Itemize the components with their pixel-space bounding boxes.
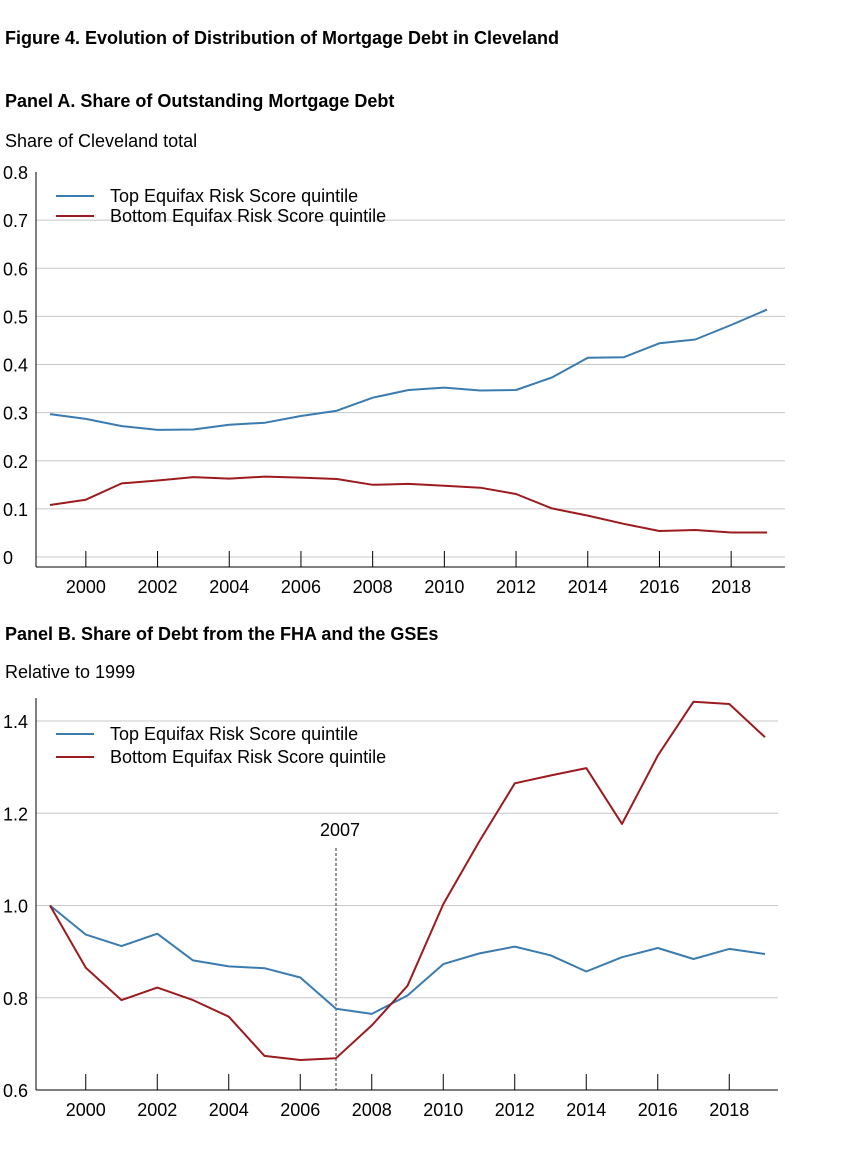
- panel-a-title: Panel A. Share of Outstanding Mortgage D…: [5, 91, 395, 111]
- panel-a-xtick-label: 2016: [639, 577, 679, 597]
- panel-a-ytick-label: 0: [3, 548, 13, 568]
- panel-a-xtick-label: 2000: [66, 577, 106, 597]
- panel-a-ytick-label: 0.3: [3, 404, 28, 424]
- panel-b-ytick-label: 1.0: [3, 897, 28, 917]
- panel-b-xtick-label: 2000: [66, 1100, 106, 1120]
- panel-b-legend-label: Top Equifax Risk Score quintile: [110, 724, 358, 744]
- panel-a-xtick-label: 2018: [711, 577, 751, 597]
- panel-a-ytick-label: 0.2: [3, 452, 28, 472]
- panel-b-xtick-label: 2012: [495, 1100, 535, 1120]
- panel-b-title: Panel B. Share of Debt from the FHA and …: [5, 624, 439, 644]
- panel-b-xtick-label: 2010: [423, 1100, 463, 1120]
- figure-title: Figure 4. Evolution of Distribution of M…: [5, 28, 560, 48]
- panel-a-ytick-label: 0.8: [3, 163, 28, 183]
- panel-b-ytick-label: 0.6: [3, 1081, 28, 1101]
- panel-a-xtick-label: 2010: [424, 577, 464, 597]
- panel-a-xtick-label: 2008: [353, 577, 393, 597]
- panel-a-xtick-label: 2012: [496, 577, 536, 597]
- panel-b-ytick-label: 1.2: [3, 804, 28, 824]
- panel-a-ytick-label: 0.6: [3, 259, 28, 279]
- panel-b-ylabel: Relative to 1999: [5, 662, 136, 682]
- panel-a-series-line-top: [49, 308, 768, 431]
- panel-b-xtick-label: 2006: [280, 1100, 320, 1120]
- panel-a-legend-label: Bottom Equifax Risk Score quintile: [110, 206, 386, 226]
- panel-a-xtick-label: 2006: [281, 577, 321, 597]
- panel-b-legend-label: Bottom Equifax Risk Score quintile: [110, 747, 386, 767]
- panel-b-xtick-label: 2002: [137, 1100, 177, 1120]
- panel-a-series-line-bottom: [49, 475, 767, 534]
- panel-b-xtick-label: 2008: [352, 1100, 392, 1120]
- panel-a-legend-label: Top Equifax Risk Score quintile: [110, 186, 358, 206]
- panel-b-series-line-top: [49, 904, 766, 1015]
- panel-b-ytick-label: 0.8: [3, 989, 28, 1009]
- panel-a-xtick-label: 2014: [568, 577, 608, 597]
- panel-b-xtick-label: 2004: [209, 1100, 249, 1120]
- panel-a-ytick-label: 0.1: [3, 500, 28, 520]
- panel-b-ytick-label: 1.4: [3, 712, 28, 732]
- panel-a-xtick-label: 2004: [209, 577, 249, 597]
- panel-a-ytick-label: 0.5: [3, 307, 28, 327]
- panel-b-annotation-label: 2007: [320, 820, 360, 840]
- panel-b-xtick-label: 2016: [638, 1100, 678, 1120]
- panel-b-xtick-label: 2018: [709, 1100, 749, 1120]
- panel-b-xtick-label: 2014: [566, 1100, 606, 1120]
- panel-a-ytick-label: 0.4: [3, 356, 28, 376]
- panel-a-ytick-label: 0.7: [3, 211, 28, 231]
- panel-a-xtick-label: 2002: [138, 577, 178, 597]
- panel-b-series-line-bottom: [49, 700, 766, 1061]
- panel-a-ylabel: Share of Cleveland total: [5, 131, 198, 151]
